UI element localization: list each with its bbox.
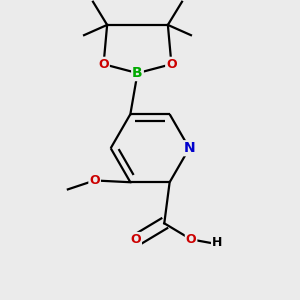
Text: O: O xyxy=(89,174,100,187)
Text: O: O xyxy=(186,233,196,246)
Text: O: O xyxy=(166,58,177,71)
Text: O: O xyxy=(130,233,141,246)
Text: N: N xyxy=(184,141,195,155)
Text: O: O xyxy=(98,58,109,71)
Text: B: B xyxy=(132,66,143,80)
Text: H: H xyxy=(212,236,222,250)
